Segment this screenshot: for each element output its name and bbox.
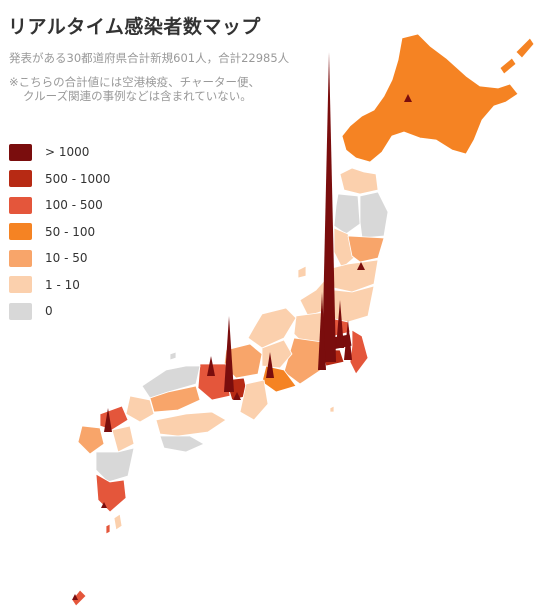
spike-okinawa[interactable] — [72, 594, 78, 600]
legend-item[interactable]: > 1000 — [9, 139, 110, 166]
region-okayama-hiroshima[interactable] — [149, 385, 201, 413]
legend-swatch — [9, 223, 32, 241]
spike-osaka[interactable] — [224, 316, 234, 392]
legend-swatch — [9, 276, 32, 294]
note-line-1: ※こちらの合計値には空港検疫、チャーター便、 — [9, 75, 261, 89]
legend-item[interactable]: 0 — [9, 298, 110, 325]
region-miyagi[interactable] — [347, 235, 385, 263]
region-shikoku-north[interactable] — [155, 411, 227, 437]
page-title: リアルタイム感染者数マップ — [8, 16, 261, 38]
legend-label: 1 - 10 — [45, 277, 80, 292]
region-kochi[interactable] — [159, 435, 205, 453]
region-hokkaido-island — [499, 57, 517, 75]
region-kumamoto-miyazaki[interactable] — [95, 447, 135, 483]
legend: > 1000 500 - 1000 100 - 500 50 - 100 10 … — [9, 139, 110, 325]
spike-miyagi[interactable] — [357, 262, 365, 270]
legend-swatch — [9, 249, 32, 267]
region-saga-nagasaki[interactable] — [77, 425, 105, 455]
spike-kagoshima[interactable] — [101, 502, 107, 508]
region-yamaguchi[interactable] — [125, 395, 155, 423]
spike-aichi[interactable] — [266, 352, 274, 378]
spike-chiba[interactable] — [344, 320, 352, 360]
region-kagoshima[interactable] — [95, 473, 127, 513]
region-iwate[interactable] — [359, 191, 389, 239]
legend-label: > 1000 — [45, 145, 90, 160]
region-hokkaido[interactable] — [341, 33, 519, 163]
region-nara-wakayama-mie[interactable] — [239, 379, 269, 421]
region-hyogo[interactable] — [197, 363, 231, 401]
note-line-2: クルーズ関連の事例などは含まれていない。 — [23, 89, 252, 103]
legend-swatch — [9, 170, 32, 188]
note: ※こちらの合計値には空港検疫、チャーター便、 クルーズ関連の事例などは含まれてい… — [9, 75, 260, 103]
region-oita[interactable] — [111, 425, 135, 453]
spike-hyogo[interactable] — [233, 392, 241, 400]
region-yamanashi-shizuoka[interactable] — [283, 337, 325, 385]
spike-saitama[interactable] — [336, 300, 344, 348]
legend-item[interactable]: 50 - 100 — [9, 219, 110, 246]
region-akita[interactable] — [333, 193, 361, 235]
region-aomori[interactable] — [339, 167, 379, 195]
legend-label: 500 - 1000 — [45, 171, 111, 186]
legend-item[interactable]: 10 - 50 — [9, 245, 110, 272]
spike-kanagawa[interactable] — [318, 292, 326, 370]
region-izu-islands — [329, 405, 335, 413]
subtitle: 発表がある30都道府県合計新規601人，合計22985人 — [9, 51, 290, 65]
region-sado — [297, 265, 307, 279]
legend-item[interactable]: 1 - 10 — [9, 272, 110, 299]
legend-swatch — [9, 143, 32, 161]
spike-kyoto[interactable] — [207, 356, 215, 376]
legend-item[interactable]: 100 - 500 — [9, 192, 110, 219]
region-toyama-ishikawa-fukui[interactable] — [247, 307, 297, 349]
legend-item[interactable]: 500 - 1000 — [9, 166, 110, 193]
legend-swatch — [9, 302, 32, 320]
legend-label: 100 - 500 — [45, 198, 103, 213]
spike-hokkaido[interactable] — [404, 94, 412, 102]
legend-label: 0 — [45, 304, 53, 319]
region-hokkaido-island — [515, 37, 535, 59]
region-fukuoka[interactable] — [99, 405, 129, 431]
region-amami — [105, 523, 111, 535]
legend-label: 50 - 100 — [45, 224, 96, 239]
legend-swatch — [9, 196, 32, 214]
spike-fukuoka[interactable] — [104, 408, 112, 432]
region-okinawa — [71, 589, 87, 607]
legend-label: 10 - 50 — [45, 251, 88, 266]
spike-tokyo[interactable] — [322, 52, 336, 362]
spike-layer — [72, 52, 412, 600]
region-yamagata[interactable] — [333, 227, 357, 269]
region-oki — [169, 351, 177, 361]
region-tanegashima — [113, 513, 123, 531]
region-chiba[interactable] — [349, 329, 369, 375]
